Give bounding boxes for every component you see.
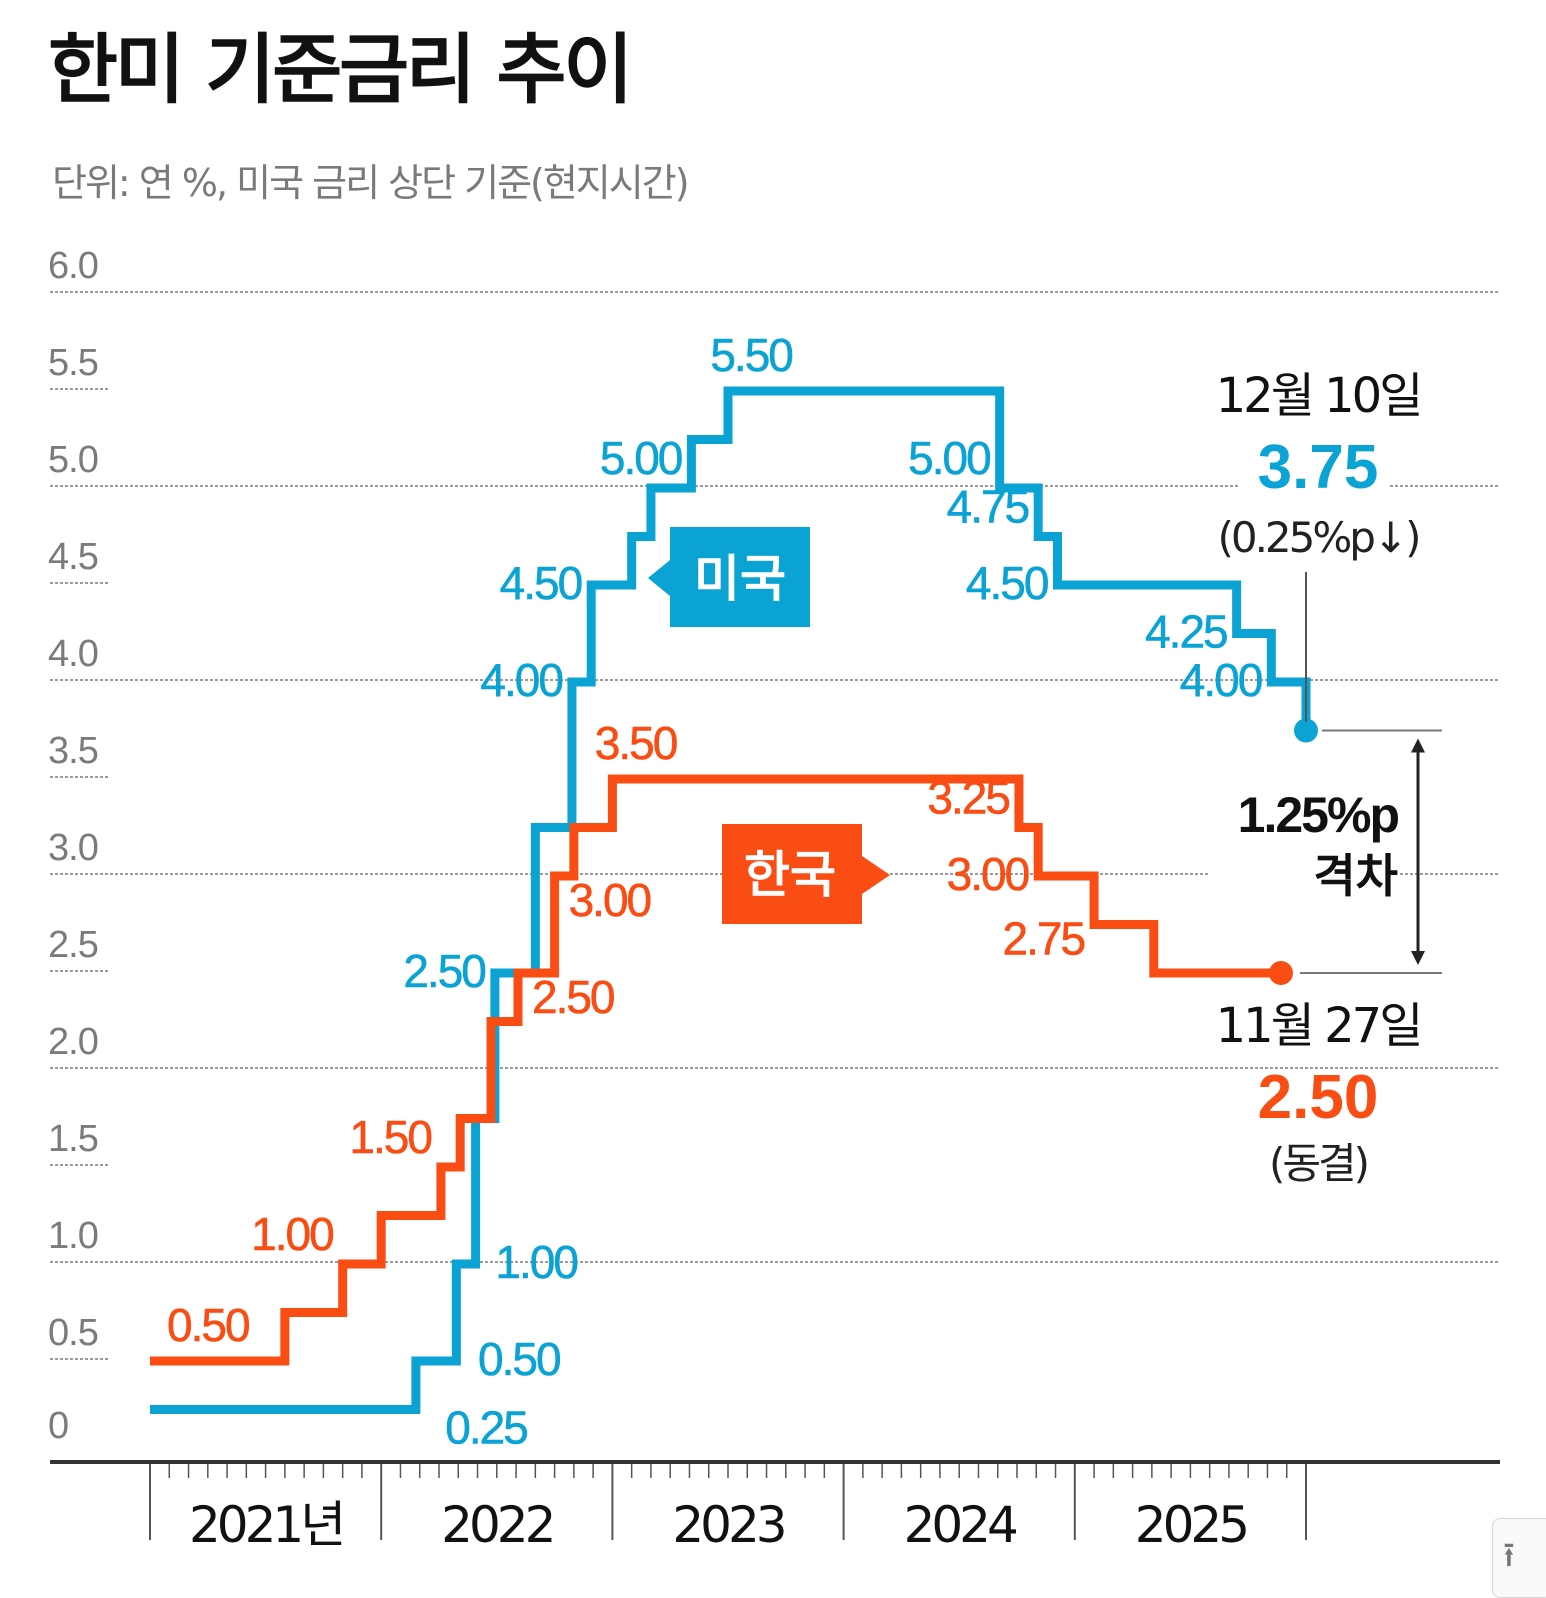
data-label: 4.25	[1145, 606, 1227, 658]
legend-pointer-korea	[862, 856, 890, 894]
us-end-note: (0.25%p↓)	[1217, 513, 1418, 562]
legend-pointer-us	[648, 560, 670, 596]
y-axis-ticks: 6.0 5.5 5.0 4.5 4.0 3.5 3.0 2.5 2.0 1.5 1.0 0.5 0	[48, 245, 98, 1447]
data-label: 3.00	[569, 874, 651, 926]
arrow-up-to-top-icon: ⭱	[1503, 1531, 1515, 1588]
gap-arrow-up-icon	[1411, 739, 1425, 753]
korea-end-date: 11월 27일	[1216, 998, 1421, 1054]
data-label: 4.50	[966, 557, 1048, 609]
data-label: 5.00	[908, 432, 990, 484]
y-tick-label: 5.5	[48, 342, 98, 384]
korea-end-note: (동결)	[1269, 1139, 1367, 1188]
y-tick-label: 2.5	[48, 924, 98, 966]
y-tick-label: 1.5	[48, 1118, 98, 1160]
data-label: 3.00	[947, 848, 1029, 900]
y-tick-label: 1.0	[48, 1215, 98, 1257]
gap-value: 1.25%p	[1238, 787, 1399, 843]
y-tick-label: 3.0	[48, 827, 98, 869]
us-end-date: 12월 10일	[1216, 368, 1421, 424]
x-tick-label: 2023	[672, 1496, 783, 1554]
data-label: 5.50	[710, 329, 792, 381]
end-point-us	[1294, 719, 1318, 743]
scroll-to-top-button[interactable]: ⭱	[1492, 1518, 1546, 1598]
x-tick-label: 2021년	[189, 1496, 342, 1554]
data-label: 0.25	[445, 1402, 527, 1454]
data-label: 2.75	[1003, 913, 1085, 965]
data-label: 0.50	[167, 1299, 249, 1351]
y-tick-label: 5.0	[48, 439, 98, 481]
legend-label-korea: 한국	[744, 846, 836, 904]
data-label: 5.00	[600, 432, 682, 484]
data-label: 4.75	[947, 481, 1029, 533]
y-tick-label: 0	[48, 1405, 68, 1447]
data-label: 1.00	[495, 1236, 577, 1288]
gap-arrow-down-icon	[1411, 951, 1425, 965]
data-label: 3.25	[927, 772, 1009, 824]
data-label: 2.50	[532, 971, 614, 1023]
gap-text: 격차	[1313, 849, 1398, 903]
data-label: 4.00	[480, 654, 562, 706]
data-label: 1.00	[251, 1208, 333, 1260]
y-tick-label: 4.0	[48, 633, 98, 675]
x-tick-label: 2022	[441, 1496, 552, 1554]
end-point-korea	[1269, 961, 1293, 985]
data-label: 2.50	[403, 945, 485, 997]
y-tick-label: 0.5	[48, 1312, 98, 1354]
korea-end-value: 2.50	[1258, 1063, 1379, 1132]
us-end-value: 3.75	[1258, 433, 1379, 502]
data-label: 3.50	[595, 717, 677, 769]
data-label: 4.50	[500, 557, 582, 609]
legend-label-us: 미국	[694, 550, 786, 608]
data-label: 0.50	[478, 1333, 560, 1385]
y-tick-label: 4.5	[48, 536, 98, 578]
x-tick-label: 2024	[904, 1496, 1016, 1554]
y-tick-label: 3.5	[48, 730, 98, 772]
y-tick-label: 6.0	[48, 245, 98, 287]
data-label: 4.00	[1180, 654, 1262, 706]
x-axis: 2021년 2022 2023 2024 2025	[50, 1462, 1500, 1554]
y-tick-label: 2.0	[48, 1021, 98, 1063]
series-line-korea	[150, 779, 1281, 1361]
x-tick-label: 2025	[1135, 1496, 1246, 1554]
data-label: 1.50	[349, 1111, 431, 1163]
